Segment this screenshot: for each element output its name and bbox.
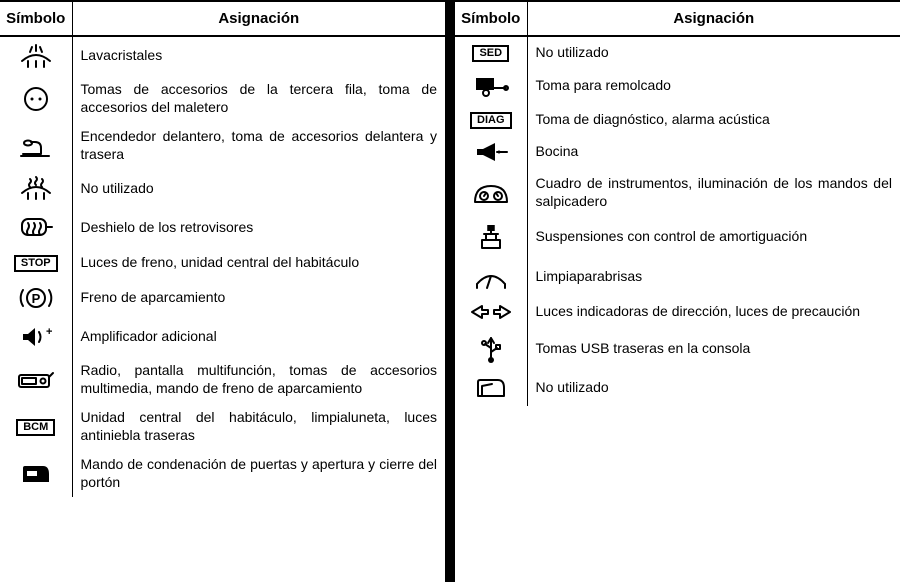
diag-box: DIAG xyxy=(470,112,512,129)
header-symbol: Símbolo xyxy=(455,1,527,36)
table-row: Suspensiones con control de amortiguació… xyxy=(455,216,900,258)
table-row: Luces indicadoras de dirección, luces de… xyxy=(455,296,900,328)
sed-box-icon: SED xyxy=(455,36,527,68)
diag-box-icon: DIAG xyxy=(455,104,527,135)
table-row: Radio, pantalla multifunción, tomas de a… xyxy=(0,356,445,403)
assignment-text: No utilizado xyxy=(72,169,445,209)
header-symbol: Símbolo xyxy=(0,1,72,36)
assignment-text: Limpiaparabrisas xyxy=(527,258,900,296)
wiper-icon xyxy=(455,258,527,296)
table-row: STOP Luces de freno, unidad central del h… xyxy=(0,247,445,278)
header-assignment: Asignación xyxy=(72,1,445,36)
assignment-text: Luces de freno, unidad central del habit… xyxy=(72,247,445,278)
assignment-text: Tomas USB traseras en la consola xyxy=(527,328,900,370)
assignment-text: Radio, pantalla multifunción, tomas de a… xyxy=(72,356,445,403)
table-row: Mando de condenación de puertas y apertu… xyxy=(0,450,445,497)
table-row: No utilizado xyxy=(455,370,900,406)
table-row: SED No utilizado xyxy=(455,36,900,68)
svg-text:P: P xyxy=(31,291,40,306)
table-row: P Freno de aparcamiento xyxy=(0,278,445,318)
instrument-cluster-icon xyxy=(455,169,527,216)
trailer-icon xyxy=(455,68,527,104)
assignment-text: No utilizado xyxy=(527,36,900,68)
washer-icon xyxy=(0,36,72,75)
bcm-box-icon: BCM xyxy=(0,403,72,450)
right-table: Símbolo Asignación SEDNo utilizadoToma p… xyxy=(455,0,900,406)
assignment-text: Suspensiones con control de amortiguació… xyxy=(527,216,900,258)
table-row: DIAG Toma de diagnóstico, alarma acústica xyxy=(455,104,900,135)
table-row: No utilizado xyxy=(0,169,445,209)
door-open-icon xyxy=(455,370,527,406)
table-row: Lavacristales xyxy=(0,36,445,75)
assignment-text: Luces indicadoras de dirección, luces de… xyxy=(527,296,900,328)
table-row: Cuadro de instrumentos, iluminación de l… xyxy=(455,169,900,216)
socket-icon xyxy=(0,75,72,122)
stop-box-icon: STOP xyxy=(0,247,72,278)
assignment-text: Cuadro de instrumentos, iluminación de l… xyxy=(527,169,900,216)
center-divider xyxy=(445,0,455,582)
assignment-text: Toma para remolcado xyxy=(527,68,900,104)
table-row: Limpiaparabrisas xyxy=(455,258,900,296)
parking-brake-icon: P xyxy=(0,278,72,318)
assignment-text: Deshielo de los retrovisores xyxy=(72,209,445,247)
amplifier-icon: + xyxy=(0,318,72,356)
table-row: Tomas USB traseras en la consola xyxy=(455,328,900,370)
heated-washer-icon xyxy=(0,169,72,209)
radio-icon xyxy=(0,356,72,403)
table-row: Deshielo de los retrovisores xyxy=(0,209,445,247)
assignment-text: Encendedor delantero, toma de accesorios… xyxy=(72,122,445,169)
left-panel: Símbolo Asignación LavacristalesTomas de… xyxy=(0,0,445,582)
assignment-text: Lavacristales xyxy=(72,36,445,75)
door-lock-icon xyxy=(0,450,72,497)
assignment-text: Toma de diagnóstico, alarma acústica xyxy=(527,104,900,135)
horn-icon xyxy=(455,135,527,169)
header-row: Símbolo Asignación xyxy=(455,1,900,36)
table-row: Tomas de accesorios de la tercera fila, … xyxy=(0,75,445,122)
table-row: BCM Unidad central del habitáculo, limpia… xyxy=(0,403,445,450)
table-row: Encendedor delantero, toma de accesorios… xyxy=(0,122,445,169)
header-assignment: Asignación xyxy=(527,1,900,36)
assignment-text: No utilizado xyxy=(527,370,900,406)
svg-text:+: + xyxy=(46,326,52,338)
assignment-text: Tomas de accesorios de la tercera fila, … xyxy=(72,75,445,122)
assignment-text: Freno de aparcamiento xyxy=(72,278,445,318)
suspension-icon xyxy=(455,216,527,258)
assignment-text: Mando de condenación de puertas y apertu… xyxy=(72,450,445,497)
left-table: Símbolo Asignación LavacristalesTomas de… xyxy=(0,0,445,497)
mirror-defrost-icon xyxy=(0,209,72,247)
stop-box: STOP xyxy=(14,255,58,272)
sed-box: SED xyxy=(472,45,509,62)
usb-icon xyxy=(455,328,527,370)
right-panel: Símbolo Asignación SEDNo utilizadoToma p… xyxy=(455,0,900,582)
assignment-text: Bocina xyxy=(527,135,900,169)
header-row: Símbolo Asignación xyxy=(0,1,445,36)
table-row: Toma para remolcado xyxy=(455,68,900,104)
assignment-text: Amplificador adicional xyxy=(72,318,445,356)
bcm-box: BCM xyxy=(16,419,55,436)
lighter-icon xyxy=(0,122,72,169)
table-row: + Amplificador adicional xyxy=(0,318,445,356)
table-row: Bocina xyxy=(455,135,900,169)
turn-signals-icon xyxy=(455,296,527,328)
assignment-text: Unidad central del habitáculo, limpialun… xyxy=(72,403,445,450)
fuse-table-container: Símbolo Asignación LavacristalesTomas de… xyxy=(0,0,900,582)
